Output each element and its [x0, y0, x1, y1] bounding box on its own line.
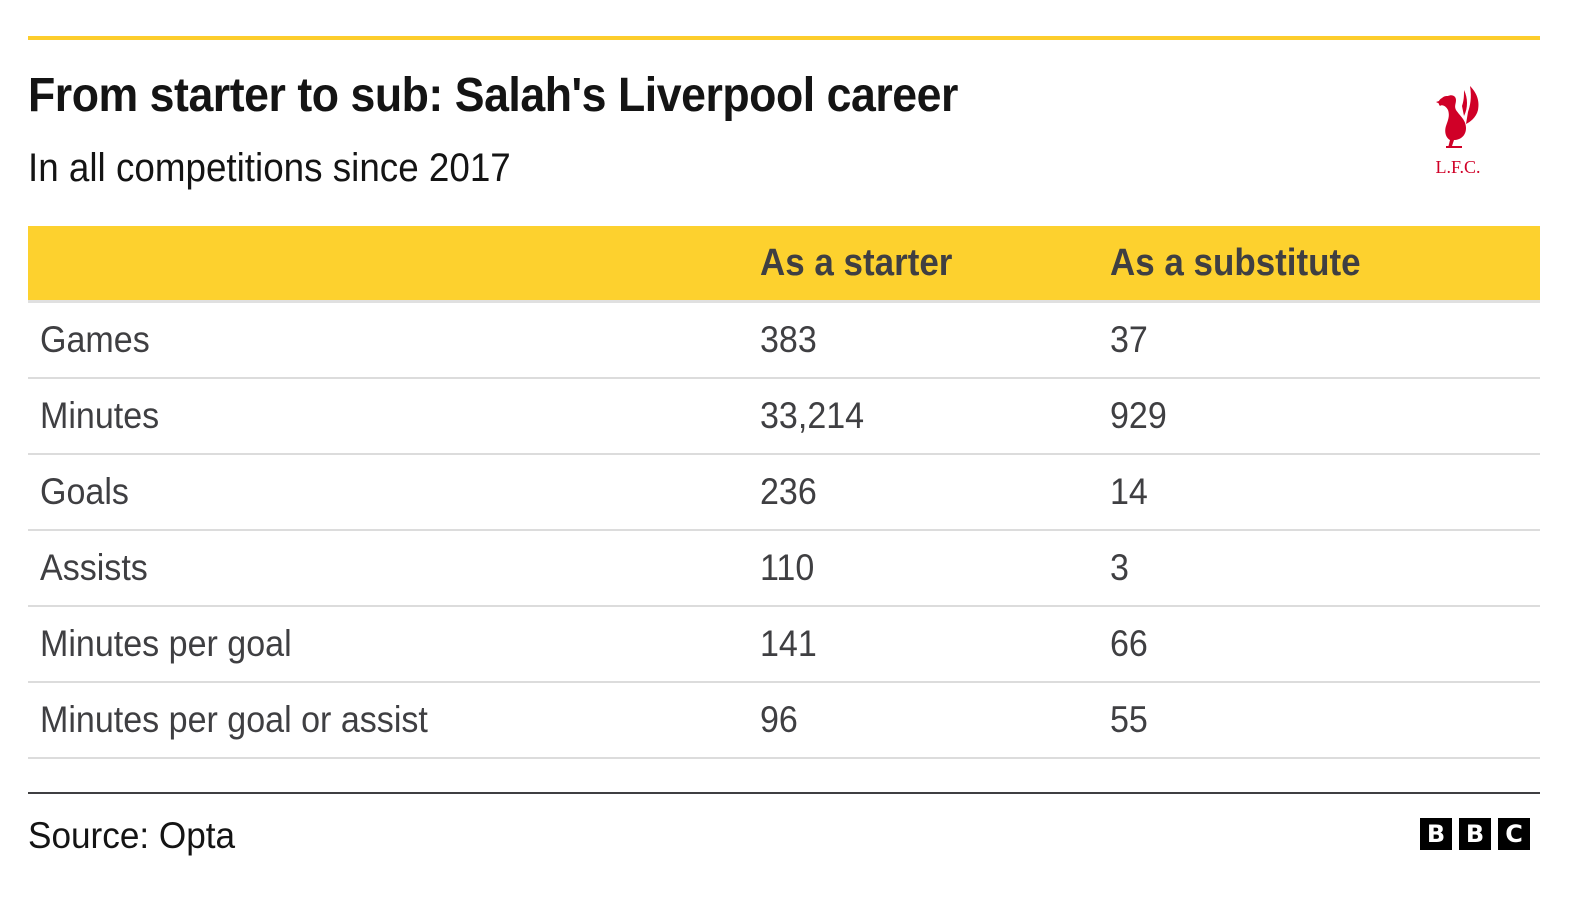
row-label: Minutes per goal or assist: [40, 699, 428, 740]
liver-bird-icon: [1436, 86, 1479, 148]
substitute-value: 3: [1110, 547, 1129, 588]
header-cell-substitute: As a substitute: [1110, 241, 1361, 284]
substitute-value: 66: [1110, 623, 1148, 664]
bbc-logo-block: B: [1420, 818, 1452, 850]
starter-value: 110: [760, 547, 815, 588]
row-label: Games: [40, 319, 150, 360]
row-label: Goals: [40, 471, 129, 512]
starter-value: 141: [760, 623, 817, 664]
row-label: Assists: [40, 547, 148, 588]
chart-title: From starter to sub: Salah's Liverpool c…: [28, 69, 958, 122]
starter-value: 383: [760, 319, 817, 360]
substitute-value: 37: [1110, 319, 1148, 360]
top-accent-rule: [28, 36, 1540, 40]
table-row: Goals 236 14: [28, 455, 1540, 531]
substitute-value: 929: [1110, 395, 1167, 436]
table-row: Minutes per goal or assist 96 55: [28, 683, 1540, 759]
starter-value: 236: [760, 471, 817, 512]
starter-value: 96: [760, 699, 798, 740]
row-label: Minutes per goal: [40, 623, 292, 664]
bbc-logo: B B C: [1420, 818, 1530, 850]
table-header: As a starter As a substitute: [28, 226, 1540, 303]
footer-rule: [28, 792, 1540, 794]
table-row: Minutes per goal 141 66: [28, 607, 1540, 683]
table-row: Assists 110 3: [28, 531, 1540, 607]
lfc-logo: L.F.C.: [1426, 82, 1490, 178]
starter-value: 33,214: [760, 395, 865, 436]
substitute-value: 14: [1110, 471, 1148, 512]
row-label: Minutes: [40, 395, 160, 436]
table-row: Minutes 33,214 929: [28, 379, 1540, 455]
bbc-logo-block: B: [1459, 818, 1491, 850]
stats-table: As a starter As a substitute Games 383 3…: [28, 226, 1540, 759]
chart-subtitle: In all competitions since 2017: [28, 146, 511, 190]
bbc-logo-block: C: [1498, 818, 1530, 850]
lfc-logo-text: L.F.C.: [1435, 157, 1481, 177]
substitute-value: 55: [1110, 699, 1148, 740]
header-cell-starter: As a starter: [760, 241, 953, 284]
table-row: Games 383 37: [28, 303, 1540, 379]
source-note: Source: Opta: [28, 815, 236, 856]
